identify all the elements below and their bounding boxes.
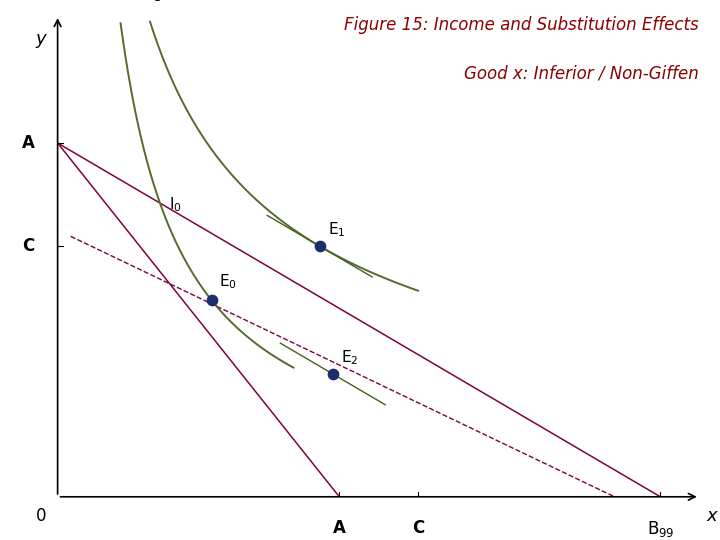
Text: I$_1$: I$_1$: [149, 0, 162, 4]
Text: x: x: [706, 508, 717, 525]
Text: C: C: [22, 237, 35, 255]
Text: A: A: [22, 134, 35, 152]
Text: A: A: [333, 519, 346, 537]
Text: E$_2$: E$_2$: [341, 348, 358, 367]
Text: I$_0$: I$_0$: [169, 195, 181, 213]
Text: Good x: Inferior / Non-Giffen: Good x: Inferior / Non-Giffen: [464, 65, 698, 83]
Text: y: y: [36, 30, 47, 48]
Point: [327, 369, 338, 378]
Text: Figure 15: Income and Substitution Effects: Figure 15: Income and Substitution Effec…: [343, 16, 698, 34]
Point: [206, 296, 217, 305]
Text: C: C: [412, 519, 424, 537]
Text: E$_1$: E$_1$: [328, 220, 345, 239]
Point: [314, 242, 325, 251]
Text: E$_0$: E$_0$: [220, 273, 238, 292]
Text: B$_{99}$: B$_{99}$: [647, 519, 674, 539]
Text: 0: 0: [36, 508, 47, 525]
